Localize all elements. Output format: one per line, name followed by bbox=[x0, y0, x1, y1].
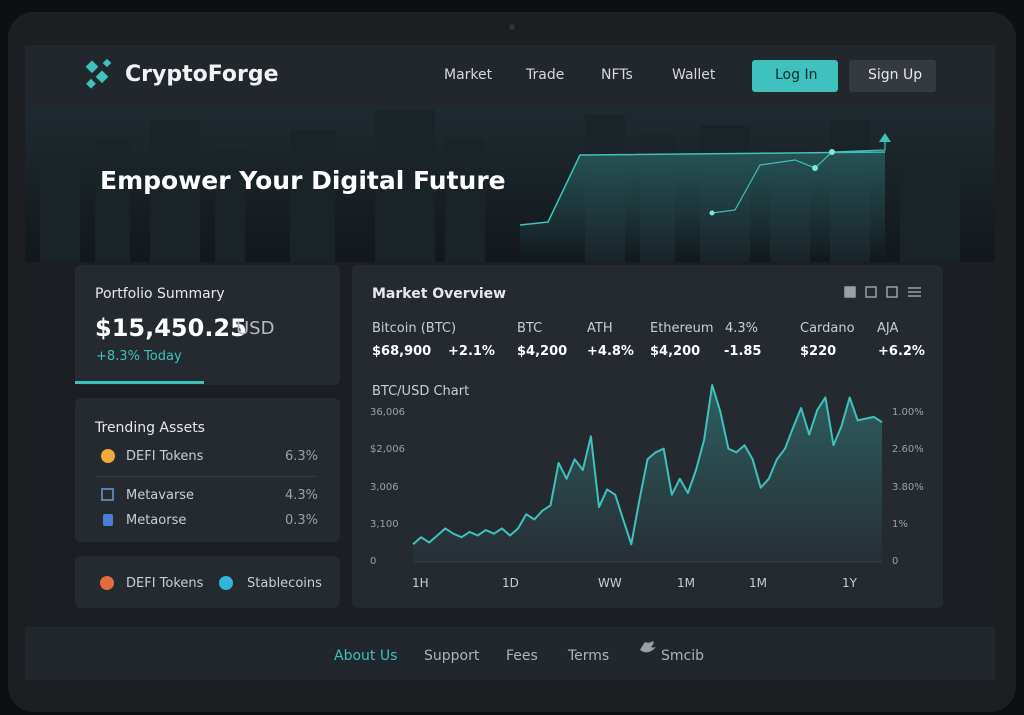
asset-name[interactable]: DEFI Tokens bbox=[126, 449, 204, 464]
signup-label[interactable]: Sign Up bbox=[868, 67, 923, 83]
ticker-label: ATH bbox=[587, 321, 613, 336]
y-tick-label: $2,006 bbox=[370, 444, 405, 455]
x-tick-label: 1M bbox=[749, 576, 767, 590]
ticker-label: Ethereum bbox=[650, 321, 714, 336]
y2-tick-label: 1% bbox=[892, 519, 908, 530]
asset-name[interactable]: Metaorse bbox=[126, 513, 187, 528]
asset-change: 0.3% bbox=[285, 513, 319, 528]
divider bbox=[95, 476, 315, 477]
footer-link[interactable]: About Us bbox=[334, 648, 398, 664]
y-tick-label: 3,006 bbox=[370, 482, 399, 493]
ticker-value: +2.1% bbox=[448, 344, 495, 359]
ticker-label: Cardano bbox=[800, 321, 855, 336]
brand-name: CryptoForge bbox=[125, 62, 279, 87]
ticker-value: $4,200 bbox=[517, 344, 568, 359]
portfolio-currency: USD bbox=[236, 318, 275, 339]
ticker-value: $68,900 bbox=[372, 344, 432, 359]
portfolio-change: +8.3% Today bbox=[96, 349, 182, 364]
y2-tick-label: 1.00% bbox=[892, 407, 924, 418]
asset-name[interactable]: Metavarse bbox=[126, 488, 195, 503]
x-tick-label: 1D bbox=[502, 576, 519, 590]
card-title: Market Overview bbox=[372, 286, 507, 302]
category-chip[interactable]: DEFI Tokens bbox=[126, 576, 204, 591]
x-tick-label: WW bbox=[598, 576, 622, 590]
line bbox=[412, 384, 883, 546]
area bbox=[413, 385, 882, 562]
login-label[interactable]: Log In bbox=[775, 67, 818, 83]
ticker-value: $4,200 bbox=[650, 344, 701, 359]
trending-card bbox=[75, 398, 340, 542]
ticker-value: $220 bbox=[800, 344, 837, 359]
nav-link[interactable]: NFTs bbox=[601, 67, 633, 83]
y2-tick-label: 3.80% bbox=[892, 482, 924, 493]
market-icons[interactable] bbox=[844, 286, 921, 298]
card-title: Portfolio Summary bbox=[95, 286, 225, 302]
x-tick-label: 1Y bbox=[842, 576, 857, 590]
y2-tick-label: 2.60% bbox=[892, 444, 924, 455]
signup-button[interactable] bbox=[849, 60, 936, 92]
ticker-label: Bitcoin (BTC) bbox=[372, 321, 457, 336]
ticker-value: -1.85 bbox=[724, 344, 762, 359]
footer-bg bbox=[25, 627, 995, 680]
portfolio-card bbox=[75, 265, 340, 385]
hero-growth-graphic bbox=[519, 133, 891, 262]
progress-bar bbox=[75, 381, 204, 384]
footer-link[interactable]: Smcib bbox=[661, 648, 704, 664]
login-button[interactable] bbox=[752, 60, 838, 92]
ticker-label: 4.3% bbox=[725, 321, 759, 336]
category-chip[interactable]: Stablecoins bbox=[247, 576, 322, 591]
chart-title: BTC/USD Chart bbox=[372, 384, 470, 399]
ticker-value: +6.2% bbox=[878, 344, 925, 359]
asset-change: 6.3% bbox=[285, 449, 319, 464]
camera bbox=[509, 24, 515, 30]
categories-card bbox=[75, 556, 340, 608]
ticker-label: AJA bbox=[877, 321, 899, 336]
footer-link[interactable]: Terms bbox=[568, 648, 610, 664]
ticker-label: BTC bbox=[517, 321, 543, 336]
y-tick-label: 0 bbox=[370, 556, 377, 567]
nav-link[interactable]: Trade bbox=[526, 67, 565, 83]
icons bbox=[100, 449, 656, 653]
nav-link[interactable]: Wallet bbox=[672, 67, 716, 83]
y-tick-label: 3,100 bbox=[370, 519, 399, 530]
nav-link[interactable]: Market bbox=[444, 67, 493, 83]
footer-link[interactable]: Fees bbox=[506, 648, 538, 664]
x-tick-label: 1H bbox=[412, 576, 429, 590]
y2-tick-label: 0 bbox=[892, 556, 899, 567]
y-tick-label: 36,006 bbox=[370, 407, 405, 418]
asset-change: 4.3% bbox=[285, 488, 319, 503]
ticker-value: +4.8% bbox=[587, 344, 634, 359]
portfolio-amount: $15,450.25 bbox=[95, 314, 247, 342]
x-tick-label: 1M bbox=[677, 576, 695, 590]
hero-title: Empower Your Digital Future bbox=[100, 166, 506, 195]
footer-link[interactable]: Support bbox=[424, 648, 480, 664]
card-title: Trending Assets bbox=[95, 420, 205, 436]
